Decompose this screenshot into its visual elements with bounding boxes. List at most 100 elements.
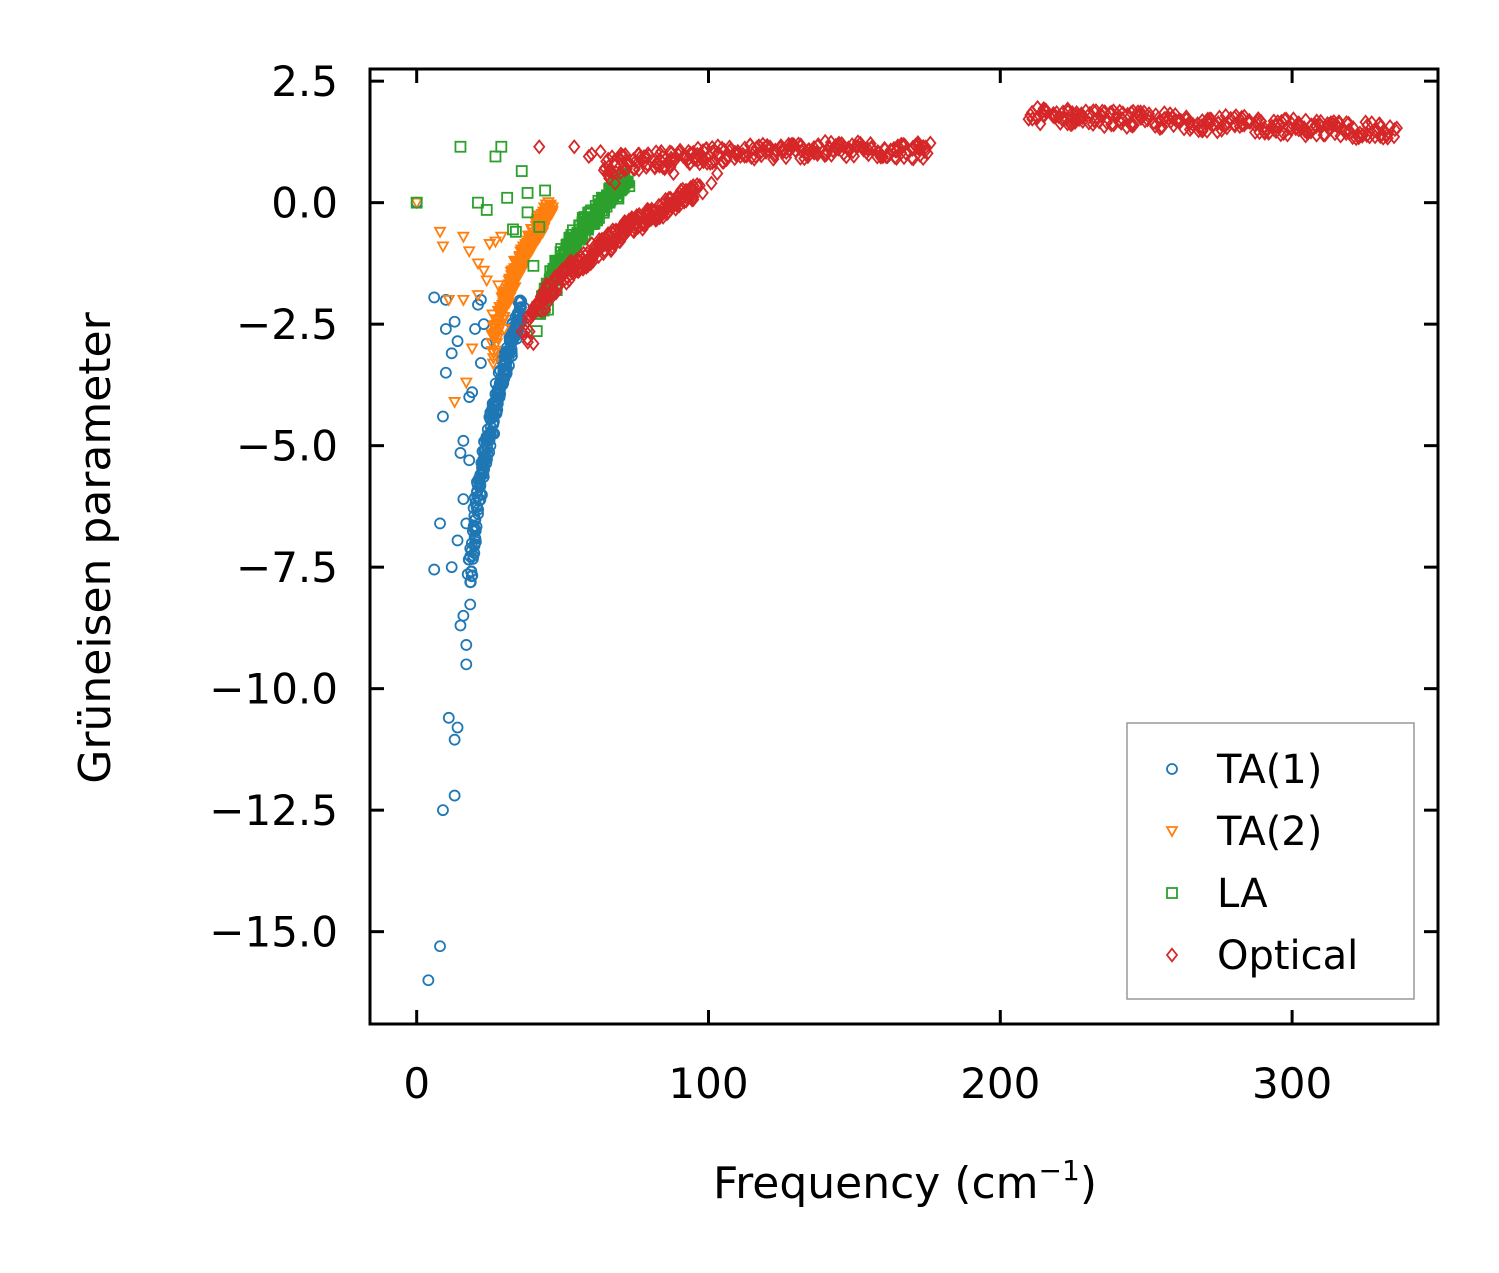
data-point <box>1183 115 1196 132</box>
data-point <box>527 335 540 352</box>
data-point <box>607 235 620 252</box>
y-tick-label: 0.0 <box>271 179 338 228</box>
data-point <box>864 135 877 152</box>
tick-labels: 0 100 200 300 2.5 0.0 −2.5 −5.0 −7.5 −10.0 −12.5 −1… <box>209 57 1332 1108</box>
data-point <box>1254 113 1268 130</box>
y-tick-label: −5.0 <box>236 422 338 471</box>
data-point <box>1072 111 1086 128</box>
data-point <box>538 301 552 318</box>
data-point <box>919 139 932 155</box>
data-point <box>1120 119 1134 136</box>
data-point <box>515 165 528 177</box>
x-axis-title-text: Frequency (cm <box>713 1158 1039 1209</box>
data-point <box>911 135 925 151</box>
data-point <box>1275 113 1288 130</box>
data-point <box>462 246 476 259</box>
data-point <box>1040 104 1053 121</box>
legend-item: Optical <box>1165 933 1358 979</box>
data-point <box>468 538 481 550</box>
data-point <box>428 563 441 576</box>
x-axis-title-exponent: −1 <box>1039 1154 1080 1187</box>
data-point <box>810 145 823 161</box>
data-point <box>487 418 500 431</box>
legend-item: TA(2) <box>1165 809 1322 855</box>
data-point <box>507 223 519 236</box>
legend-marker <box>1165 826 1179 838</box>
data-point <box>521 331 534 347</box>
data-point <box>501 191 514 204</box>
legend-item: TA(1) <box>1166 747 1322 793</box>
data-point <box>792 136 805 152</box>
data-point <box>533 221 546 233</box>
data-point <box>1314 113 1327 130</box>
data-point <box>465 565 478 578</box>
data-point <box>546 283 559 300</box>
series-optical <box>515 99 1403 352</box>
data-point <box>608 175 622 191</box>
data-point <box>515 323 528 340</box>
data-point <box>530 325 543 337</box>
data-point <box>1039 102 1053 118</box>
data-point <box>436 241 450 254</box>
data-point <box>1127 103 1140 119</box>
data-point <box>699 141 712 157</box>
data-point <box>1096 103 1109 119</box>
data-point <box>1238 117 1251 133</box>
data-point <box>895 136 908 153</box>
data-point <box>465 343 479 356</box>
data-point <box>1390 120 1403 136</box>
data-point <box>457 493 470 506</box>
data-point <box>1360 127 1374 144</box>
data-point <box>1192 123 1205 139</box>
data-point <box>439 323 452 335</box>
data-point <box>629 153 642 170</box>
data-point <box>454 447 467 459</box>
data-point <box>448 315 461 328</box>
data-point <box>428 291 441 304</box>
data-point <box>1121 106 1134 122</box>
data-point <box>603 170 616 187</box>
data-point <box>491 280 505 293</box>
data-point <box>464 598 477 611</box>
data-point <box>687 151 701 167</box>
data-point <box>469 323 481 335</box>
y-tick-label: −15.0 <box>209 908 338 957</box>
data-point <box>1211 124 1224 140</box>
x-tick-label: 300 <box>1252 1059 1332 1108</box>
data-point <box>695 151 709 167</box>
x-tick-label: 100 <box>668 1059 748 1108</box>
data-point <box>1183 121 1197 138</box>
data-point <box>1124 116 1137 133</box>
data-point <box>494 231 508 244</box>
data-point <box>442 294 456 307</box>
data-point <box>614 146 628 162</box>
data-point <box>1346 120 1360 136</box>
data-point <box>457 609 470 622</box>
data-point <box>448 733 461 746</box>
data-point <box>629 210 642 226</box>
data-point <box>865 140 878 156</box>
data-point <box>649 156 663 172</box>
data-point <box>434 517 446 530</box>
series-ta-1- <box>410 196 531 987</box>
legend-label: Optical <box>1217 933 1358 979</box>
data-point <box>451 721 464 734</box>
data-point <box>521 206 534 219</box>
data-point <box>705 175 718 191</box>
data-point <box>1332 114 1346 130</box>
x-axis-title-suffix: ) <box>1080 1158 1097 1209</box>
data-point <box>540 214 554 227</box>
data-point <box>448 789 461 802</box>
data-point <box>1127 117 1140 133</box>
data-point <box>711 138 725 154</box>
data-point <box>635 216 648 233</box>
x-tick-label: 200 <box>960 1059 1040 1108</box>
data-point <box>1026 111 1039 127</box>
y-tick-label: −2.5 <box>236 300 338 349</box>
data-point <box>1309 117 1322 133</box>
data-point <box>486 309 500 322</box>
data-point <box>457 434 470 447</box>
data-point <box>437 804 449 817</box>
data-point <box>494 384 506 396</box>
data-point <box>488 327 502 340</box>
